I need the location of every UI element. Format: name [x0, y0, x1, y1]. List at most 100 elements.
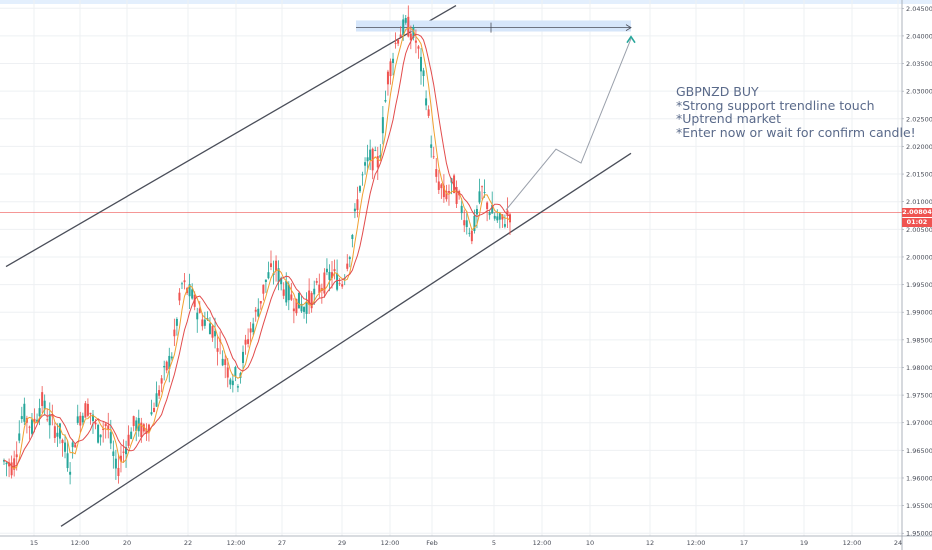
- candle-body: [127, 434, 130, 446]
- candle-body: [493, 215, 496, 219]
- candle-body: [409, 33, 412, 41]
- candle-body: [313, 288, 316, 295]
- candle-body: [264, 279, 267, 282]
- candle-body: [277, 268, 280, 283]
- candle-body: [109, 432, 112, 444]
- candle-body: [58, 423, 61, 439]
- candle-body: [122, 451, 125, 453]
- x-tick-label: 24: [894, 539, 902, 547]
- candle-body: [483, 192, 486, 193]
- y-tick-label: 2.04000: [906, 32, 932, 40]
- candle-body: [328, 271, 331, 280]
- candle-body: [10, 462, 13, 476]
- candle-body: [216, 348, 219, 352]
- note-title: GBPNZD BUY: [676, 84, 759, 99]
- candle-body: [473, 215, 476, 232]
- resistance-arrow: [625, 24, 632, 31]
- candle-body: [23, 403, 26, 422]
- candle-body: [280, 277, 283, 285]
- candle-body: [427, 109, 430, 116]
- trend-channel[interactable]: [5, 4, 632, 527]
- x-tick-label: 12:00: [843, 539, 862, 547]
- x-tick-label: 15: [30, 539, 38, 547]
- candle-body: [38, 408, 41, 417]
- candle-body: [145, 428, 148, 434]
- time-axis[interactable]: 15 12:00 20 22 12:00 27 29 12:00 Feb 5 12:00 10 12 12…: [30, 539, 902, 547]
- price-axis[interactable]: 2.04500 2.04000 2.03500 2.03000 2.02500 2.020…: [902, 5, 932, 538]
- x-tick-label: 10: [586, 539, 594, 547]
- candle-body: [333, 269, 336, 272]
- candle-body: [425, 98, 428, 106]
- candle-body: [432, 156, 435, 158]
- candle-body: [475, 208, 478, 215]
- ma-slow-line: [3, 33, 511, 468]
- candle-body: [305, 302, 308, 314]
- candle-body: [308, 290, 311, 305]
- candle-body: [51, 415, 54, 417]
- candle-body: [153, 407, 156, 412]
- candle-body: [262, 284, 265, 294]
- candle-body: [254, 309, 257, 312]
- candle-body: [399, 34, 402, 38]
- note-line-3: *Enter now or wait for confirm candle!: [676, 124, 916, 140]
- candle-body: [61, 439, 64, 444]
- candle-body: [455, 186, 458, 204]
- candle-body: [91, 414, 94, 421]
- trade-note: GBPNZD BUY *Strong support trendline tou…: [676, 85, 916, 139]
- candle-body: [142, 424, 145, 432]
- candle-body: [300, 303, 303, 312]
- candle-body: [211, 326, 214, 338]
- candle-body: [244, 339, 247, 345]
- candle-body: [160, 378, 163, 384]
- y-tick-label: 2.02000: [906, 143, 932, 151]
- candle-body: [267, 272, 270, 279]
- note-line-2: *Uptrend market: [676, 111, 781, 126]
- candle-body: [442, 185, 445, 198]
- current-price-label: 2.00804: [902, 208, 932, 218]
- candle-body: [168, 355, 171, 369]
- candle-body: [323, 272, 326, 294]
- resistance-zone[interactable]: [356, 20, 632, 33]
- x-tick-label: 5: [492, 539, 496, 547]
- candle-body: [8, 462, 11, 467]
- candle-body: [132, 416, 135, 426]
- projection-arrow[interactable]: [505, 35, 636, 211]
- candle-body: [36, 419, 39, 422]
- candle-body: [310, 292, 313, 309]
- candle-body: [130, 431, 133, 439]
- y-tick-label: 1.96500: [906, 447, 932, 455]
- candle-body: [407, 16, 410, 37]
- candle-body: [366, 157, 369, 162]
- candle-body: [501, 214, 504, 220]
- y-tick-label: 1.96000: [906, 474, 932, 482]
- candle-body: [509, 214, 511, 223]
- ma-fast-line: [3, 27, 511, 470]
- y-tick-label: 2.00000: [906, 253, 932, 261]
- y-tick-label: 2.03500: [906, 60, 932, 68]
- y-tick-label: 2.02500: [906, 115, 932, 123]
- candle-body: [229, 379, 232, 385]
- candle-body: [252, 323, 255, 333]
- candle-body: [417, 46, 420, 49]
- candle-body: [292, 308, 295, 312]
- candle-body: [463, 220, 466, 226]
- candle-body: [303, 307, 306, 312]
- x-tick-label: 12:00: [71, 539, 90, 547]
- candle-body: [236, 386, 239, 388]
- y-tick-label: 1.98000: [906, 364, 932, 372]
- candle-body: [290, 294, 293, 300]
- candle-body: [496, 216, 499, 221]
- candle-body: [226, 367, 229, 378]
- candle-body: [358, 186, 361, 192]
- candle-body: [79, 415, 82, 426]
- candle-body: [18, 433, 21, 441]
- candle-body: [119, 455, 122, 462]
- y-tick-label: 1.95500: [906, 502, 932, 510]
- y-tick-label: 1.99000: [906, 309, 932, 317]
- y-tick-label: 1.97000: [906, 419, 932, 427]
- y-tick-label: 2.03000: [906, 88, 932, 96]
- y-tick-label: 1.99500: [906, 281, 932, 289]
- candle-body: [203, 319, 206, 326]
- top-strip: [0, 0, 932, 4]
